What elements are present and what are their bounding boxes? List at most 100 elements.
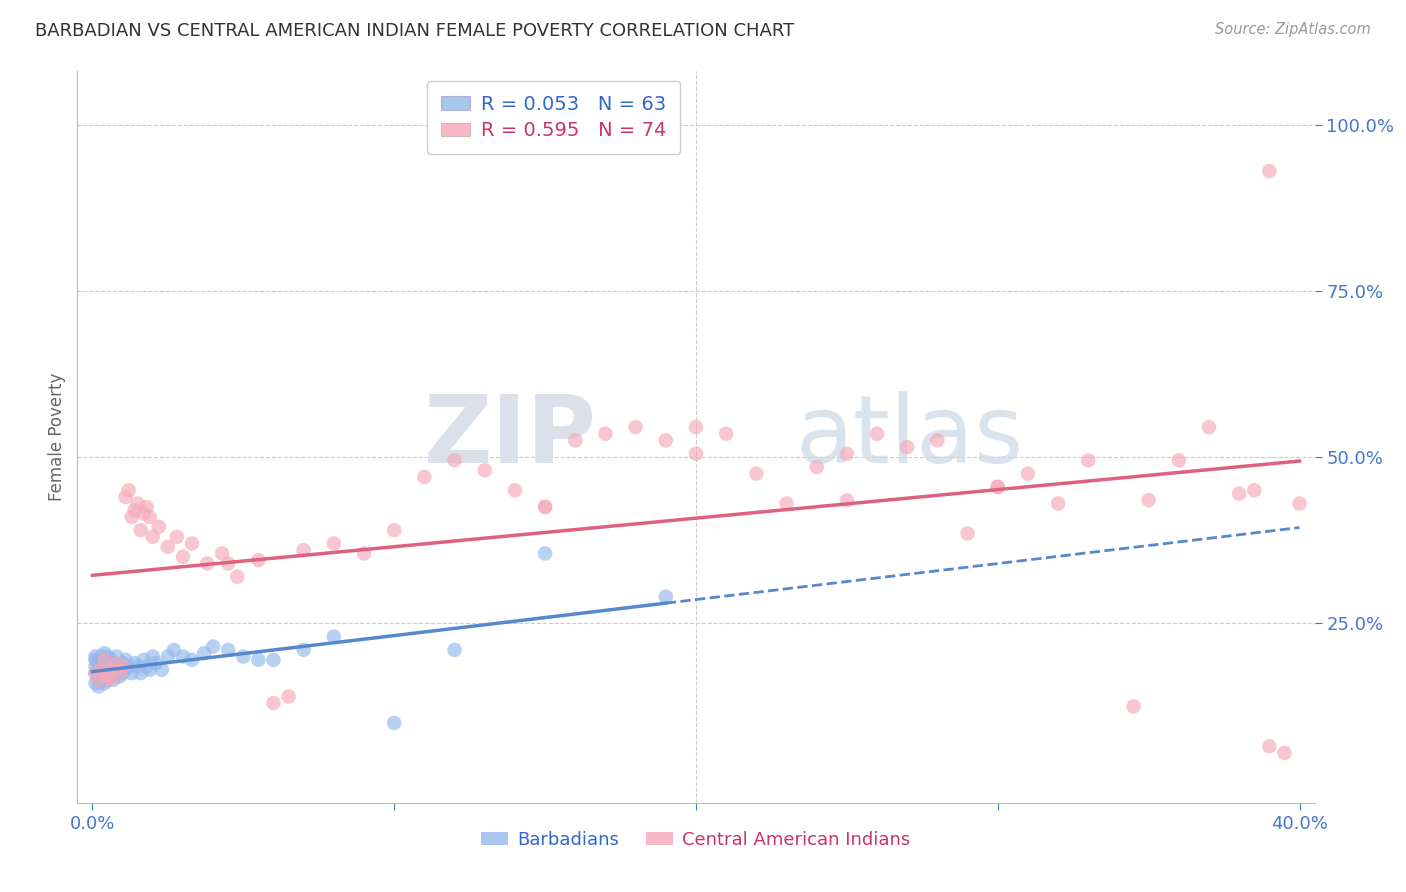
Point	[156, 540, 179, 554]
Point	[181, 536, 204, 550]
Point	[382, 523, 405, 537]
Point	[93, 646, 115, 660]
Point	[105, 649, 128, 664]
Text: atlas: atlas	[794, 391, 1024, 483]
Point	[172, 649, 194, 664]
Point	[96, 669, 118, 683]
Point	[382, 716, 405, 731]
Point	[139, 663, 162, 677]
Point	[193, 646, 215, 660]
Point	[263, 653, 285, 667]
Point	[835, 447, 858, 461]
Point	[655, 434, 678, 448]
Point	[100, 653, 122, 667]
Point	[103, 666, 125, 681]
Point	[595, 426, 617, 441]
Point	[121, 666, 143, 681]
Point	[1137, 493, 1160, 508]
Point	[90, 659, 112, 673]
Point	[987, 480, 1010, 494]
Point	[105, 656, 128, 670]
Point	[263, 696, 285, 710]
Point	[172, 549, 194, 564]
Point	[1017, 467, 1039, 481]
Point	[129, 666, 152, 681]
Point	[93, 669, 115, 683]
Point	[322, 630, 344, 644]
Point	[866, 426, 889, 441]
Point	[211, 546, 233, 560]
Point	[1288, 497, 1310, 511]
Point	[117, 483, 139, 498]
Point	[247, 653, 270, 667]
Point	[156, 649, 179, 664]
Point	[96, 673, 118, 687]
Point	[105, 659, 128, 673]
Point	[534, 546, 557, 560]
Point	[135, 659, 157, 673]
Point	[624, 420, 647, 434]
Point	[96, 659, 118, 673]
Point	[103, 663, 125, 677]
Point	[87, 656, 110, 670]
Point	[685, 447, 707, 461]
Point	[150, 663, 173, 677]
Point	[1243, 483, 1265, 498]
Point	[87, 663, 110, 677]
Point	[96, 649, 118, 664]
Point	[534, 500, 557, 514]
Point	[292, 643, 315, 657]
Point	[413, 470, 436, 484]
Point	[956, 526, 979, 541]
Point	[114, 490, 136, 504]
Point	[96, 666, 118, 681]
Point	[226, 570, 249, 584]
Text: ZIP: ZIP	[425, 391, 598, 483]
Point	[139, 509, 162, 524]
Point	[1077, 453, 1099, 467]
Point	[714, 426, 737, 441]
Point	[1227, 486, 1250, 500]
Point	[534, 500, 557, 514]
Point	[90, 666, 112, 681]
Point	[129, 523, 152, 537]
Point	[111, 659, 134, 673]
Point	[132, 653, 155, 667]
Point	[111, 666, 134, 681]
Point	[775, 497, 797, 511]
Point	[96, 666, 118, 681]
Point	[163, 643, 186, 657]
Point	[87, 669, 110, 683]
Point	[148, 520, 170, 534]
Point	[835, 493, 858, 508]
Point	[84, 659, 107, 673]
Point	[503, 483, 526, 498]
Point	[114, 663, 136, 677]
Point	[217, 643, 239, 657]
Point	[655, 590, 678, 604]
Point	[84, 666, 107, 681]
Point	[84, 666, 107, 681]
Point	[353, 546, 375, 560]
Point	[90, 649, 112, 664]
Point	[135, 500, 157, 514]
Point	[322, 536, 344, 550]
Point	[145, 656, 167, 670]
Point	[100, 673, 122, 687]
Point	[195, 557, 218, 571]
Point	[232, 649, 254, 664]
Point	[443, 453, 465, 467]
Point	[127, 659, 149, 673]
Point	[927, 434, 949, 448]
Text: Source: ZipAtlas.com: Source: ZipAtlas.com	[1215, 22, 1371, 37]
Point	[564, 434, 586, 448]
Point	[685, 420, 707, 434]
Point	[127, 497, 149, 511]
Point	[121, 509, 143, 524]
Point	[142, 649, 165, 664]
Point	[100, 669, 122, 683]
Point	[111, 656, 134, 670]
Point	[181, 653, 204, 667]
Point	[108, 666, 131, 681]
Point	[1122, 699, 1144, 714]
